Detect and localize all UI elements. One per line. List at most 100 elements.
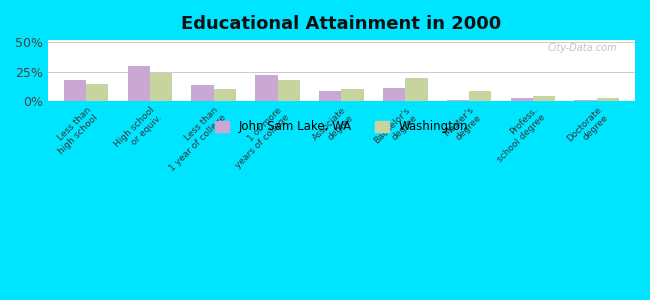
Bar (48, 93, 635, 100)
Bar (48, 71, 635, 100)
Bar (48, 45, 635, 99)
Bar (48, 64, 635, 100)
Bar (48, 99, 635, 100)
Bar (48, 80, 635, 100)
Title: Educational Attainment in 2000: Educational Attainment in 2000 (181, 15, 502, 33)
Bar (64, 80, 86, 101)
Bar (48, 79, 635, 100)
Bar (48, 44, 635, 99)
Bar (48, 96, 635, 100)
Bar (48, 98, 635, 100)
Bar (48, 57, 635, 100)
Bar (48, 87, 635, 100)
Bar (48, 61, 635, 100)
Bar (48, 52, 635, 100)
Bar (48, 68, 635, 100)
Bar (48, 64, 635, 100)
Bar (48, 97, 635, 100)
Bar (48, 96, 635, 100)
Bar (48, 78, 635, 100)
Bar (255, 75, 278, 100)
Bar (48, 63, 635, 100)
Bar (48, 50, 635, 100)
Bar (48, 86, 635, 100)
Bar (510, 98, 533, 100)
Bar (48, 92, 635, 100)
Bar (48, 85, 635, 100)
Bar (48, 90, 635, 100)
Bar (48, 51, 635, 100)
Bar (48, 49, 635, 100)
Bar (48, 84, 635, 100)
Bar (48, 82, 635, 100)
Bar (48, 72, 635, 100)
Bar (48, 75, 635, 100)
Bar (214, 89, 236, 100)
Bar (48, 62, 635, 100)
Bar (48, 78, 635, 100)
Bar (48, 44, 635, 99)
Bar (48, 82, 635, 100)
Bar (48, 94, 635, 100)
Bar (48, 81, 635, 100)
Bar (48, 92, 635, 100)
Bar (48, 43, 635, 99)
Bar (48, 41, 635, 99)
Bar (127, 66, 150, 100)
Legend: John Sam Lake, WA, Washington: John Sam Lake, WA, Washington (210, 116, 473, 138)
Bar (48, 70, 635, 100)
Bar (48, 56, 635, 100)
Bar (192, 85, 214, 100)
Bar (48, 52, 635, 100)
Bar (48, 60, 635, 100)
Bar (48, 67, 635, 100)
Bar (48, 67, 635, 100)
Bar (48, 88, 635, 100)
Bar (48, 58, 635, 100)
Bar (86, 84, 109, 101)
Bar (48, 53, 635, 100)
Bar (48, 55, 635, 100)
Bar (597, 98, 619, 101)
Bar (48, 61, 635, 100)
Bar (48, 46, 635, 99)
Bar (48, 68, 635, 100)
Bar (48, 55, 635, 100)
Bar (48, 43, 635, 99)
Bar (48, 94, 635, 100)
Bar (48, 47, 635, 99)
Bar (48, 80, 635, 100)
Bar (48, 54, 635, 100)
Bar (48, 65, 635, 100)
Bar (48, 48, 635, 100)
Bar (48, 75, 635, 100)
Bar (48, 77, 635, 100)
Bar (48, 58, 635, 100)
Bar (319, 91, 341, 101)
Bar (48, 47, 635, 99)
Bar (48, 62, 635, 100)
Bar (469, 91, 491, 101)
Bar (48, 90, 635, 100)
Bar (48, 66, 635, 100)
Bar (48, 72, 635, 100)
Bar (341, 89, 364, 100)
Bar (48, 42, 635, 99)
Bar (150, 73, 172, 100)
Bar (48, 88, 635, 100)
Bar (48, 70, 635, 100)
Bar (383, 88, 405, 100)
Bar (48, 65, 635, 100)
Bar (48, 98, 635, 100)
Bar (48, 83, 635, 100)
Bar (48, 81, 635, 100)
Bar (48, 46, 635, 99)
Bar (48, 74, 635, 100)
Bar (278, 80, 300, 101)
Bar (48, 56, 635, 100)
Bar (48, 59, 635, 100)
Bar (48, 84, 635, 100)
Bar (48, 91, 635, 100)
Bar (48, 74, 635, 100)
Bar (48, 95, 635, 100)
